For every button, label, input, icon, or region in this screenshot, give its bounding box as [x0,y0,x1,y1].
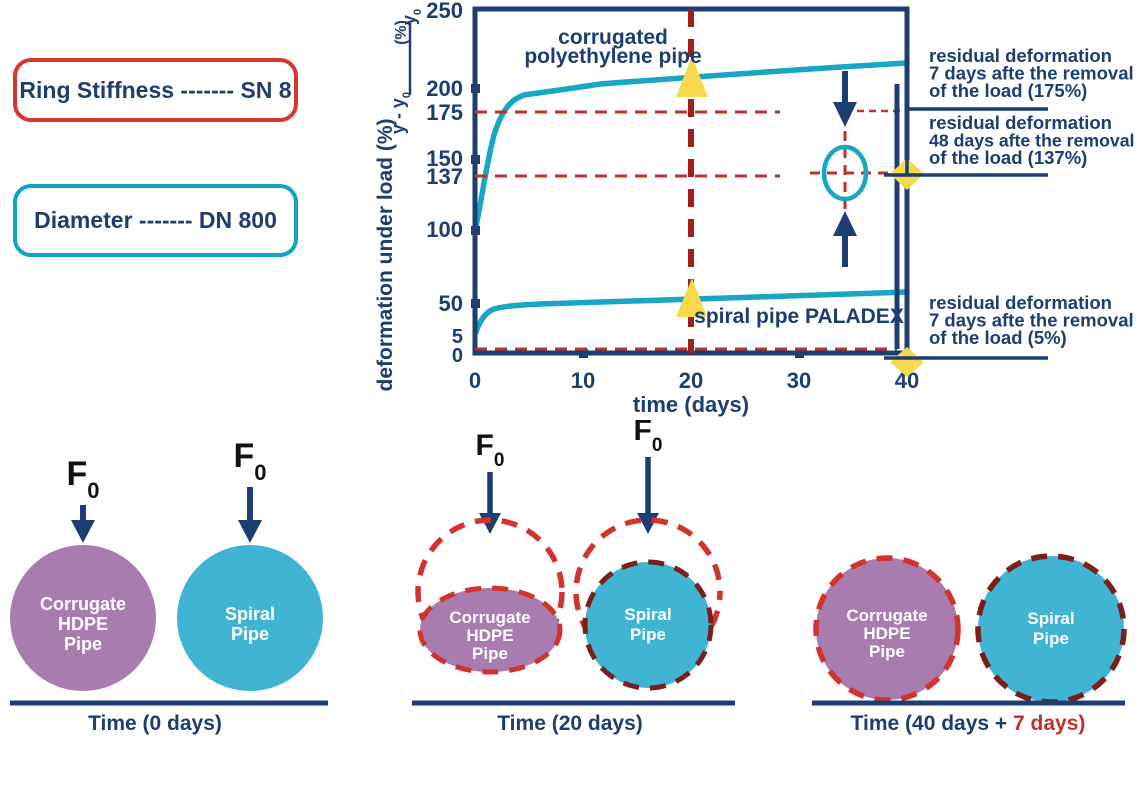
svg-text:HDPE: HDPE [466,626,513,645]
svg-text:Corrugate: Corrugate [40,594,126,614]
svg-text:F0: F0 [66,455,99,503]
svg-text:Corrugate: Corrugate [846,606,927,625]
svg-text:Time (40 days + 7 days): Time (40 days + 7 days) [851,712,1086,735]
svg-text:F0: F0 [476,429,505,471]
svg-text:Pipe: Pipe [1033,629,1069,648]
svg-text:Pipe: Pipe [869,642,905,661]
svg-text:Time (0 days): Time (0 days) [88,712,222,735]
svg-text:y - y0: y - y0 [388,92,413,134]
svg-text:Spiral: Spiral [225,604,275,624]
svg-text:Spiral: Spiral [624,605,671,624]
svg-text:Pipe: Pipe [231,624,269,644]
svg-text:Time (20 days): Time (20 days) [497,712,643,735]
svg-text:137: 137 [426,164,463,189]
svg-text:polyethylene pipe: polyethylene pipe [524,45,701,68]
svg-text:deformation under load (%): deformation under load (%) [374,119,397,392]
svg-text:of the load (137%): of the load (137%) [929,147,1087,168]
svg-text:spiral pipe PALADEX: spiral pipe PALADEX [694,305,904,328]
svg-text:of the load (175%): of the load (175%) [929,80,1087,101]
svg-text:20: 20 [679,368,703,393]
svg-text:0: 0 [452,345,463,367]
svg-text:time (days): time (days) [633,392,749,417]
svg-text:HDPE: HDPE [863,624,910,643]
svg-text:HDPE: HDPE [58,614,108,634]
svg-text:Pipe: Pipe [630,625,666,644]
svg-text:F0: F0 [634,420,663,456]
svg-text:100: 100 [426,217,463,242]
svg-text:Corrugate: Corrugate [449,608,530,627]
svg-text:Pipe: Pipe [472,644,508,663]
svg-text:y0: y0 [399,9,424,25]
svg-text:0: 0 [469,368,481,393]
svg-text:of the load (5%): of the load (5%) [929,327,1067,348]
svg-text:F0: F0 [233,437,266,485]
svg-text:Pipe: Pipe [64,634,102,654]
svg-text:250: 250 [426,0,463,23]
svg-text:50: 50 [439,291,463,316]
svg-text:175: 175 [426,100,463,125]
svg-text:10: 10 [571,368,595,393]
svg-text:Spiral: Spiral [1027,609,1074,628]
svg-text:200: 200 [426,76,463,101]
svg-text:30: 30 [787,368,811,393]
